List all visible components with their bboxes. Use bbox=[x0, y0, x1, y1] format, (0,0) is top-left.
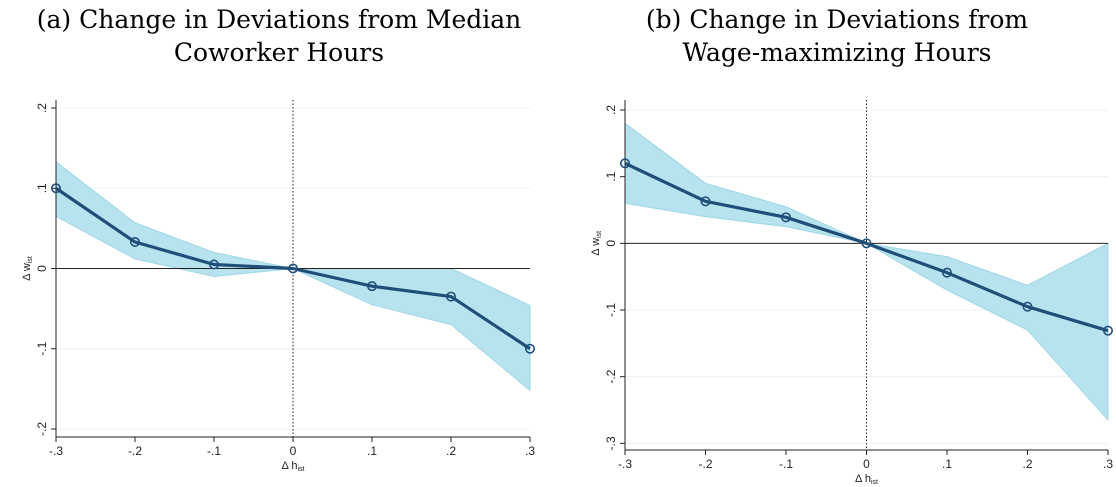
x-axis-label-sub-b: ist bbox=[871, 479, 878, 486]
x-tick-label-b-6: .3 bbox=[1103, 457, 1113, 471]
y-axis-label-sub-a: ist bbox=[27, 256, 34, 263]
chart-title-b-line-1: (b) Change in Deviations from bbox=[645, 5, 1029, 34]
data-point-b-3 bbox=[861, 238, 872, 249]
y-tick-label-a-1: -.1 bbox=[35, 341, 49, 355]
x-tick-label-a-5: .2 bbox=[446, 444, 456, 458]
chart-panel-a: (a) Change in Deviations from Median Cow… bbox=[0, 3, 558, 473]
data-point-b-0 bbox=[619, 158, 630, 169]
y-axis-label-sub-b: ist bbox=[596, 231, 603, 238]
x-axis-label-b: Δ hist bbox=[855, 473, 878, 486]
x-tick-label-a-3: 0 bbox=[290, 444, 297, 458]
data-point-a-6 bbox=[524, 343, 535, 354]
x-tick-label-a-2: -.1 bbox=[207, 444, 221, 458]
y-axis-label-b: Δ wist bbox=[590, 231, 603, 256]
x-tick-label-b-2: -.1 bbox=[779, 457, 793, 471]
y-tick-label-b-1: -.2 bbox=[604, 369, 618, 383]
x-tick-label-b-5: .2 bbox=[1022, 457, 1032, 471]
x-tick-label-b-1: -.2 bbox=[698, 457, 712, 471]
x-tick-label-a-1: -.2 bbox=[128, 444, 142, 458]
series-line-a bbox=[55, 186, 531, 351]
series-line-b bbox=[624, 161, 1109, 333]
chart-panel-b: (b) Change in Deviations from Wage-maxim… bbox=[558, 0, 1116, 487]
x-tick-label-a-0: -.3 bbox=[49, 444, 63, 458]
data-point-a-3 bbox=[287, 263, 298, 274]
chart-title-b-line-2: Wage-maximizing Hours bbox=[682, 38, 992, 67]
x-axis-label-a: Δ hist bbox=[282, 460, 305, 473]
y-tick-label-b-4: .1 bbox=[604, 171, 618, 181]
confidence-band-a bbox=[55, 160, 531, 392]
chart-title-b: (b) Change in Deviations from Wage-maxim… bbox=[558, 3, 1116, 69]
chart-title-a: (a) Change in Deviations from Median Cow… bbox=[0, 3, 558, 69]
x-tick-label-b-3: 0 bbox=[863, 457, 870, 471]
y-tick-label-a-0: -.2 bbox=[35, 422, 49, 436]
x-tick-label-b-0: -.3 bbox=[618, 457, 632, 471]
x-tick-label-a-6: .3 bbox=[525, 444, 535, 458]
confidence-band-b bbox=[624, 122, 1109, 422]
data-point-a-0 bbox=[50, 183, 61, 194]
data-point-b-2 bbox=[781, 212, 792, 223]
x-tick-label-b-4: .1 bbox=[942, 457, 952, 471]
y-tick-label-a-2: 0 bbox=[35, 265, 49, 272]
chart-title-a-line-1: (a) Change in Deviations from Median bbox=[36, 5, 522, 34]
y-tick-label-a-4: .2 bbox=[35, 103, 49, 113]
y-tick-label-b-3: 0 bbox=[604, 240, 618, 247]
x-axis-label-sub-a: ist bbox=[297, 466, 304, 473]
data-point-a-2 bbox=[209, 259, 220, 270]
y-tick-label-b-5: .2 bbox=[604, 105, 618, 115]
data-point-b-6 bbox=[1102, 325, 1113, 336]
y-tick-label-a-3: .1 bbox=[35, 183, 49, 193]
data-point-a-5 bbox=[445, 291, 456, 302]
chart-title-a-line-2: Coworker Hours bbox=[173, 38, 385, 67]
data-point-a-1 bbox=[130, 237, 141, 248]
data-point-a-4 bbox=[366, 281, 377, 292]
y-tick-label-b-2: -.1 bbox=[604, 303, 618, 317]
x-tick-label-a-4: .1 bbox=[367, 444, 377, 458]
data-point-b-4 bbox=[941, 267, 952, 278]
y-axis-label-a: Δ wist bbox=[21, 256, 34, 281]
data-point-b-1 bbox=[700, 196, 711, 207]
data-point-b-5 bbox=[1022, 301, 1033, 312]
y-tick-label-b-0: -.3 bbox=[604, 436, 618, 450]
chart-plot-b: -.3 -.2 -.1 0 .1 .2 -.3 -.2 -.1 0 .1 .2 .3 Δ hist Δ wi… bbox=[590, 100, 1113, 486]
